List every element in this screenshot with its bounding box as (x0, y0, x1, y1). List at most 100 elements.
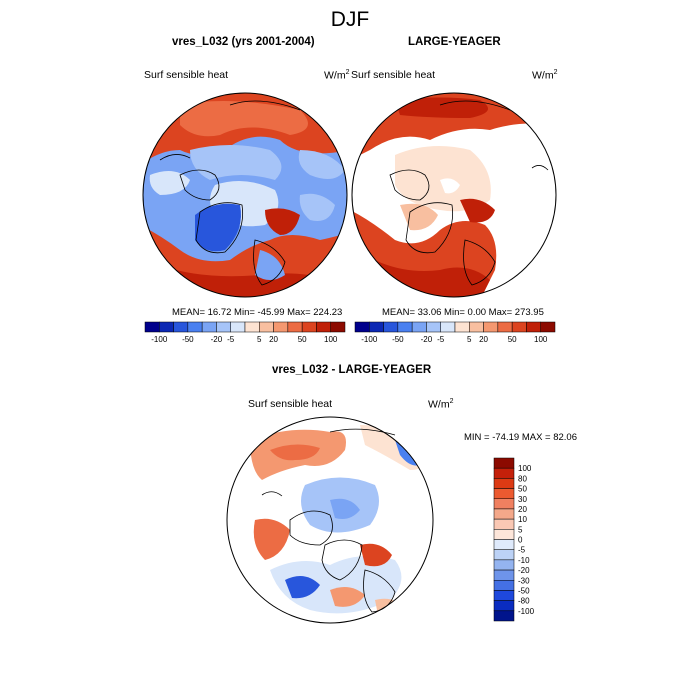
panel3-variable-label: Surf sensible heat (248, 398, 333, 410)
colorbar-diff-tick-label: 20 (518, 505, 527, 514)
colorbar-panel2-tick-label: -100 (361, 335, 378, 344)
colorbar-panel1-box (144, 321, 160, 333)
colorbar-panel2-box (469, 321, 484, 333)
colorbar-diff-box (493, 610, 515, 622)
colorbar-diff-box (493, 478, 515, 489)
colorbar-panel1-tick-label: 5 (257, 335, 262, 344)
colorbar-panel1-box (316, 321, 331, 333)
colorbar-panel2-tick-label: 20 (479, 335, 488, 344)
colorbar-diff-box (493, 580, 515, 591)
panel1-title: vres_L032 (yrs 2001-2004) (172, 36, 315, 48)
colorbar-panel1-box (187, 321, 203, 333)
colorbar-diff-box (493, 559, 515, 571)
colorbar-panel2-box (426, 321, 441, 333)
colorbar-panel2-box (354, 321, 370, 333)
colorbar-panel2-box (383, 321, 399, 333)
map-panel2-frame (351, 92, 557, 298)
colorbar-panel2-box (526, 321, 541, 333)
colorbar-diff-box (493, 508, 515, 520)
colorbar-panel1-box (259, 321, 274, 333)
colorbar-diff-tick-label: -80 (518, 597, 530, 606)
colorbar-diff-box (493, 457, 515, 469)
panel3-stats: MIN = -74.19 MAX = 82.06 (464, 432, 578, 443)
colorbar-panel1-box (330, 321, 346, 333)
colorbar-diff-box (493, 529, 515, 540)
colorbar-panel2: -100 -50 -20 -5 5 20 50 100 (354, 321, 556, 344)
colorbar-panel2-box (440, 321, 456, 333)
colorbar-diff-box (493, 569, 515, 581)
panel2-title: LARGE-YEAGER (408, 36, 501, 48)
colorbar-panel2-box (483, 321, 499, 333)
colorbar-diff-box (493, 549, 515, 561)
colorbar-diff-tick-label: -50 (518, 586, 530, 595)
map-panel1-coastlines (159, 100, 301, 286)
map-panel3 (227, 417, 433, 623)
map-panel1-frame (142, 92, 348, 298)
panel2-variable-label: Surf sensible heat (351, 69, 436, 81)
colorbar-panel1-box (244, 321, 260, 333)
colorbar-panel1-tick-label: -20 (211, 335, 223, 344)
panel1-stats: MEAN= 16.72 Min= -45.99 Max= 224.23 (172, 307, 343, 318)
panel3-title: vres_L032 - LARGE-YEAGER (272, 364, 432, 376)
colorbar-panel1-tick-label: 50 (298, 335, 307, 344)
colorbar-panel2-box (540, 321, 556, 333)
page-title: DJF (330, 8, 370, 31)
colorbar-diff-tick-label: -20 (518, 566, 530, 575)
colorbar-diff-tick-label: -5 (518, 546, 526, 555)
panel1-variable-label: Surf sensible heat (144, 69, 229, 81)
colorbar-panel2-box (454, 321, 470, 333)
colorbar-diff-tick-label: 50 (518, 485, 527, 494)
colorbar-panel2-box (369, 321, 384, 333)
colorbar-diff-tick-label: 30 (518, 495, 527, 504)
colorbar-panel2-box (497, 321, 513, 333)
colorbar-diff-tick-label: 10 (518, 515, 527, 524)
panel1-units: W/m2 (324, 69, 350, 82)
colorbar-diff-tick-label: -100 (518, 607, 535, 616)
colorbar-diff-tick-label: -30 (518, 576, 530, 585)
colorbar-panel1-box (287, 321, 303, 333)
colorbar-panel2-tick-label: -20 (421, 335, 433, 344)
colorbar-panel1-tick-label: 100 (324, 335, 338, 344)
colorbar-panel1-box (301, 321, 317, 333)
map-panel2 (352, 93, 556, 297)
map-panel1 (143, 93, 347, 297)
colorbar-diff-box (493, 590, 515, 601)
map-panel2-coastlines (389, 100, 549, 286)
colorbar-panel2-tick-label: 5 (467, 335, 472, 344)
colorbar-panel1-box (273, 321, 289, 333)
colorbar-panel1-tick-label: -50 (182, 335, 194, 344)
colorbar-panel1-box (173, 321, 189, 333)
colorbar-diff-tick-label: 80 (518, 474, 527, 483)
colorbar-diff-tick-label: -10 (518, 556, 530, 565)
panel3-units: W/m2 (428, 398, 454, 411)
colorbar-panel2-tick-label: -50 (392, 335, 404, 344)
colorbar-panel1-tick-label: -100 (151, 335, 168, 344)
colorbar-panel1-box (159, 321, 174, 333)
colorbar-panel1: -100 -50 -20 -5 5 20 50 100 (144, 321, 346, 344)
colorbar-diff-tick-label: 100 (518, 464, 532, 473)
colorbar-panel2-box (397, 321, 413, 333)
colorbar-diff-tick-label: 5 (518, 525, 523, 534)
colorbar-panel2-box (411, 321, 427, 333)
colorbar-diff-box (493, 488, 515, 499)
panel2-stats: MEAN= 33.06 Min= 0.00 Max= 273.95 (382, 307, 544, 318)
colorbar-diff-box (493, 518, 515, 530)
colorbar-panel2-tick-label: 50 (508, 335, 517, 344)
colorbar-panel1-box (201, 321, 217, 333)
colorbar-diff-box (493, 539, 515, 550)
colorbar-panel1-tick-label: -5 (227, 335, 235, 344)
colorbar-panel2-tick-label: -5 (437, 335, 445, 344)
colorbar-panel2-box (511, 321, 527, 333)
colorbar-diff-box (493, 600, 515, 612)
colorbar-panel1-tick-label: 20 (269, 335, 278, 344)
colorbar-diff-box (493, 498, 515, 510)
panel2-units: W/m2 (532, 69, 558, 82)
colorbar-panel1-box (216, 321, 231, 333)
colorbar-panel2-tick-label: 100 (534, 335, 548, 344)
map-panel3-frame (226, 416, 434, 624)
colorbar-diff-box (493, 467, 515, 479)
colorbar-diff-tick-label: 0 (518, 536, 523, 545)
colorbar-panel1-box (230, 321, 246, 333)
